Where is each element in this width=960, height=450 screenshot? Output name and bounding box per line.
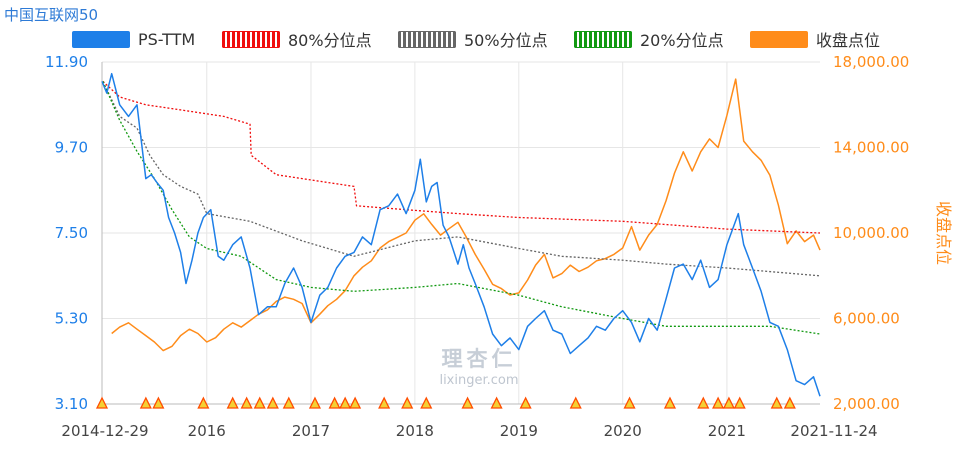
y-left-tick-label: 9.70	[55, 139, 88, 157]
legend-item-ps-ttm[interactable]: PS-TTM	[72, 27, 195, 51]
watermark: 理杏仁 lixinger.com	[429, 343, 529, 388]
legend-swatch-p50	[398, 30, 456, 48]
event-marker	[308, 396, 322, 409]
x-tick-label: 2019	[500, 422, 538, 440]
y-left-tick-label: 3.10	[55, 395, 88, 413]
event-marker	[266, 396, 279, 409]
x-tick-label: 2020	[604, 422, 642, 440]
y-right-tick-label: 18,000.00	[833, 53, 909, 71]
event-marker	[490, 396, 503, 409]
legend-label-ps-ttm: PS-TTM	[138, 29, 196, 49]
event-marker	[663, 396, 677, 409]
event-marker	[722, 396, 735, 409]
event-marker	[328, 396, 341, 409]
series-line-3	[102, 81, 821, 335]
event-marker	[733, 396, 746, 409]
x-tick-label: 2021	[708, 422, 746, 440]
legend-label-p20: 20%分位点	[640, 31, 724, 50]
series-line-0	[101, 72, 821, 397]
legend-item-close[interactable]: 收盘点位	[750, 27, 880, 51]
y-right-tick-label: 2,000.00	[833, 395, 900, 413]
legend-swatch-p20	[574, 30, 632, 48]
event-marker	[95, 396, 109, 409]
event-marker	[697, 396, 710, 409]
legend-label-p80: 80%分位点	[288, 31, 372, 50]
event-marker	[783, 396, 796, 409]
y-right-tick-label: 14,000.00	[833, 139, 909, 157]
event-marker	[401, 396, 414, 409]
chart-title: 中国互联网50	[4, 6, 99, 24]
event-marker	[282, 396, 295, 409]
event-marker	[378, 396, 391, 409]
event-marker	[253, 396, 266, 409]
legend-swatch-ps-ttm	[72, 30, 130, 48]
x-tick-label: 2018	[396, 422, 434, 440]
event-marker	[152, 396, 165, 409]
legend-swatch-p80	[222, 30, 280, 48]
event-marker	[519, 396, 532, 409]
x-tick-label: 2021-11-24	[790, 422, 877, 440]
y-left-tick-label: 7.50	[55, 224, 88, 242]
legend-item-p20[interactable]: 20%分位点	[574, 27, 724, 51]
event-marker	[420, 396, 433, 409]
event-marker	[569, 396, 582, 409]
legend-item-p80[interactable]: 80%分位点	[222, 27, 372, 51]
series-line-1	[102, 80, 821, 234]
event-marker	[461, 396, 474, 409]
event-marker	[770, 396, 783, 409]
legend-swatch-close	[750, 30, 808, 48]
event-marker	[240, 396, 253, 409]
y-left-tick-label: 5.30	[55, 310, 88, 328]
event-marker	[349, 396, 362, 409]
event-marker	[197, 396, 210, 409]
event-marker	[339, 396, 352, 409]
legend-label-p50: 50%分位点	[464, 31, 548, 50]
series-line-2	[102, 81, 821, 277]
watermark-logo: 理杏仁	[441, 346, 517, 371]
event-marker	[712, 396, 725, 409]
y-left-tick-label: 11.90	[45, 53, 88, 71]
watermark-url: lixinger.com	[439, 373, 519, 388]
event-marker	[226, 396, 239, 409]
y-right-tick-label: 10,000.00	[833, 224, 909, 242]
x-tick-label: 2016	[188, 422, 226, 440]
legend-item-p50[interactable]: 50%分位点	[398, 27, 548, 51]
x-tick-label: 2014-12-29	[61, 422, 148, 440]
y-right-tick-label: 6,000.00	[833, 310, 900, 328]
x-tick-label: 2017	[292, 422, 330, 440]
event-marker	[623, 396, 636, 409]
event-marker	[139, 396, 152, 409]
series-line-4	[111, 78, 821, 352]
legend-label-close: 收盘点位	[816, 31, 881, 50]
y-right-axis-label: 收盘点位	[934, 201, 953, 265]
